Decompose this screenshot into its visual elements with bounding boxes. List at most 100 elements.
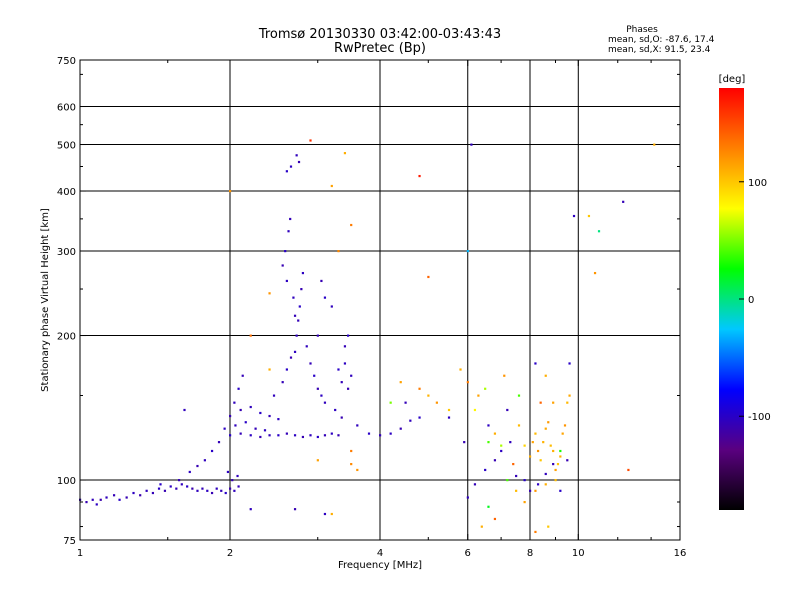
data-point [622,200,625,203]
data-point [139,494,142,497]
data-point [350,462,353,466]
data-point [285,170,288,173]
data-point [316,387,319,390]
data-point [350,223,353,227]
data-point [447,408,451,412]
data-point [536,483,540,486]
data-point [293,314,297,317]
colorbar-tick-label: 0 [748,295,754,306]
data-point [500,444,503,447]
data-point [539,401,542,404]
data-point [330,305,333,308]
data-point [175,487,178,490]
data-point [563,424,567,427]
data-point [547,525,550,528]
data-point [277,434,280,437]
data-point [239,432,242,435]
data-point [340,416,343,419]
data-point [597,230,601,233]
data-point [231,479,234,482]
data-point [180,483,183,486]
data-point [523,479,526,482]
data-point [298,305,301,308]
data-point [549,444,552,447]
data-point [534,432,537,435]
legend-line-x: mean, sd,X: 91.5, 23.4 [608,45,711,55]
data-point [466,381,469,384]
data-point [517,424,521,427]
data-point [289,217,292,221]
data-point [293,350,297,353]
x-tick-label: 16 [674,548,687,559]
y-tick-label: 750 [57,56,76,67]
data-point [305,345,308,348]
data-point [201,487,204,490]
data-point [515,474,518,478]
data-point [343,362,347,365]
data-point [237,485,240,488]
data-point [151,491,155,495]
data-point [285,432,288,435]
data-point [249,334,252,337]
data-point [239,408,242,412]
data-point [487,505,490,508]
data-point [542,441,545,444]
colorbar-tick-label: -100 [748,412,771,423]
data-point [466,496,469,499]
data-point [323,296,327,299]
data-point [249,508,252,511]
data-point [559,489,562,492]
colorbar-ticks: 100 0 -100 [739,178,771,423]
data-point [244,421,247,424]
data-point [293,434,297,437]
data-point [399,381,402,384]
x-tick-label: 1 [77,548,83,559]
data-point [295,154,298,157]
data-point [350,374,353,377]
data-point [281,264,284,267]
data-point [313,374,316,377]
data-point [220,489,223,492]
data-point [132,491,135,495]
data-point [233,401,236,404]
data-point [297,160,301,164]
data-point [268,434,271,437]
data-point [554,479,557,482]
data-point [515,489,518,492]
data-point [587,214,591,218]
data-point [163,489,167,492]
data-point [379,434,382,437]
data-point [493,432,497,435]
data-point [568,394,571,397]
data-point [316,435,319,439]
data-point [196,489,199,492]
data-point [340,381,343,384]
data-point [484,468,487,472]
data-point [480,525,483,528]
data-point [285,368,288,371]
data-point [337,434,340,437]
data-point [224,491,227,495]
y-tick-label: 400 [57,187,76,198]
data-point [493,459,497,462]
data-point [544,483,547,486]
x-tick-label: 10 [572,548,585,559]
data-point [572,214,576,218]
data-point [367,432,371,435]
data-point [295,334,298,337]
data-point [459,368,462,371]
data-point [568,362,571,365]
data-point [399,427,402,430]
data-point [284,250,287,253]
data-point [544,374,547,377]
data-point [512,462,515,466]
data-point [118,498,121,501]
data-point [188,470,191,474]
data-point [300,288,303,291]
x-tick-label: 8 [527,548,533,559]
data-point [91,498,94,501]
data-point [409,419,412,422]
y-tick-label: 100 [57,476,76,487]
data-point [552,449,555,453]
